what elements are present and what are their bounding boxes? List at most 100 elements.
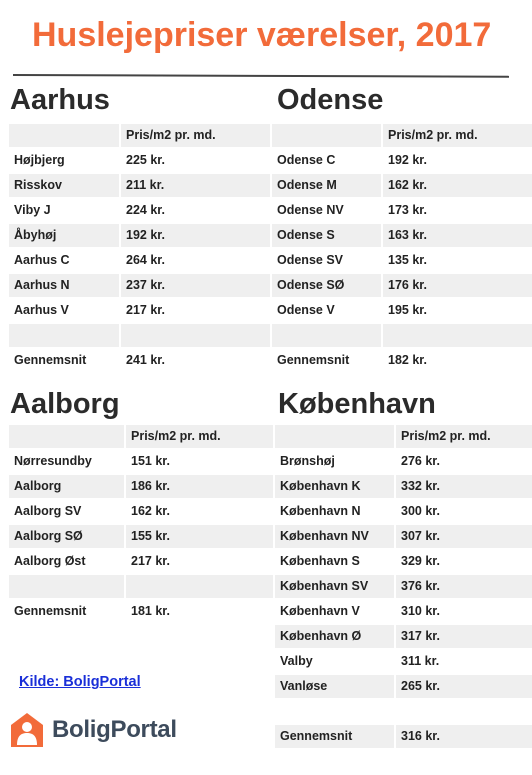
price-value (126, 575, 273, 598)
district-name: Odense V (277, 303, 335, 317)
price-value: 217 kr. (131, 554, 170, 568)
district-name: Nørresundby (14, 454, 92, 468)
price-table-aalborg: Pris/m2 pr. md. Nørresundby 151 kr. Aalborg… (9, 424, 273, 624)
price-value: 135 kr. (388, 253, 427, 267)
table-row: København NV 307 kr. (275, 524, 532, 549)
district-name: Gennemsnit (14, 353, 87, 367)
table-row: København N 300 kr. (275, 499, 532, 524)
price-value: 211 kr. (121, 174, 270, 197)
table-row: Brønshøj 276 kr. (275, 449, 532, 474)
price-value: 316 kr. (396, 725, 532, 748)
table-row: Odense M 162 kr. (272, 173, 532, 198)
table-header-row: Pris/m2 pr. md. (275, 424, 532, 449)
district-name (272, 124, 381, 147)
price-value: 182 kr. (388, 353, 427, 367)
table-row: Aarhus N 237 kr. (9, 273, 270, 298)
district-name: Risskov (9, 174, 119, 197)
city-heading-odense: Odense (277, 84, 384, 116)
table-row: Viby J 224 kr. (9, 198, 270, 223)
table-row: Odense S 163 kr. (272, 223, 532, 248)
price-value: 237 kr. (121, 274, 270, 297)
district-name: København NV (275, 525, 394, 548)
price-value: 224 kr. (126, 203, 165, 217)
table-row: Risskov 211 kr. (9, 173, 270, 198)
table-row: Odense V 195 kr. (272, 298, 532, 323)
district-name: København V (280, 604, 360, 618)
table-row: Aalborg SØ 155 kr. (9, 524, 273, 549)
district-name (275, 425, 394, 448)
price-value: Pris/m2 pr. md. (126, 425, 273, 448)
price-table-kobenhavn: Pris/m2 pr. md. Brønshøj 276 kr. København … (275, 424, 532, 749)
district-name: Gennemsnit (275, 725, 394, 748)
price-value: 311 kr. (401, 654, 440, 668)
table-row: København V 310 kr. (275, 599, 532, 624)
source-link[interactable]: Kilde: BoligPortal (19, 674, 141, 690)
district-name: Åbyhøj (9, 224, 119, 247)
district-name: København K (275, 475, 394, 498)
price-value: 173 kr. (388, 203, 427, 217)
price-value: 264 kr. (126, 253, 165, 267)
table-row: København SV 376 kr. (275, 574, 532, 599)
price-value: 276 kr. (401, 454, 440, 468)
table-header-row: Pris/m2 pr. md. (9, 123, 270, 148)
average-row: Gennemsnit 181 kr. (9, 599, 273, 624)
table-row: Aarhus V 217 kr. (9, 298, 270, 323)
page-title: Huslejepriser værelser, 2017 (32, 16, 492, 54)
price-value: 329 kr. (401, 554, 440, 568)
district-name: København S (280, 554, 360, 568)
table-row: Nørresundby 151 kr. (9, 449, 273, 474)
spacer-row (275, 699, 532, 724)
table-row: Odense SØ 176 kr. (272, 273, 532, 298)
average-row: Gennemsnit 316 kr. (275, 724, 532, 749)
spacer-row (272, 323, 532, 348)
district-name: København Ø (275, 625, 394, 648)
district-name (272, 324, 381, 347)
table-row: Odense NV 173 kr. (272, 198, 532, 223)
table-row: Højbjerg 225 kr. (9, 148, 270, 173)
price-value: 265 kr. (396, 675, 532, 698)
price-value: 332 kr. (396, 475, 532, 498)
city-heading-aarhus: Aarhus (10, 84, 110, 116)
table-row: Odense SV 135 kr. (272, 248, 532, 273)
district-name: Brønshøj (280, 454, 335, 468)
logo-text: BoligPortal (52, 716, 177, 743)
price-value: 155 kr. (126, 525, 273, 548)
price-value: 317 kr. (396, 625, 532, 648)
price-value: 307 kr. (396, 525, 532, 548)
district-name: Aalborg Øst (14, 554, 86, 568)
district-name (9, 425, 124, 448)
district-name: København N (280, 504, 361, 518)
price-value: Pris/m2 pr. md. (383, 124, 532, 147)
district-name: Odense M (272, 174, 381, 197)
price-value: 192 kr. (121, 224, 270, 247)
price-value: Pris/m2 pr. md. (396, 425, 532, 448)
price-value: 195 kr. (388, 303, 427, 317)
price-table-odense: Pris/m2 pr. md. Odense C 192 kr. Odense M 16… (272, 123, 532, 373)
table-row: Aalborg Øst 217 kr. (9, 549, 273, 574)
price-value (121, 324, 270, 347)
price-value: 376 kr. (396, 575, 532, 598)
district-name: Gennemsnit (277, 353, 350, 367)
boligportal-logo: BoligPortal (10, 710, 177, 750)
spacer-row (9, 323, 270, 348)
price-value (396, 700, 532, 723)
table-header-row: Pris/m2 pr. md. (272, 123, 532, 148)
table-row: København Ø 317 kr. (275, 624, 532, 649)
table-row: Vanløse 265 kr. (275, 674, 532, 699)
price-value: 225 kr. (126, 153, 165, 167)
table-row: Odense C 192 kr. (272, 148, 532, 173)
district-name: Vanløse (275, 675, 394, 698)
district-name: Aarhus N (9, 274, 119, 297)
price-value: 181 kr. (131, 604, 170, 618)
house-person-icon (11, 713, 43, 747)
district-name: Odense SØ (272, 274, 381, 297)
district-name (9, 124, 119, 147)
table-header-row: Pris/m2 pr. md. (9, 424, 273, 449)
district-name: Viby J (14, 203, 51, 217)
district-name (9, 575, 124, 598)
table-row: Åbyhøj 192 kr. (9, 223, 270, 248)
district-name: Odense SV (277, 253, 343, 267)
district-name: Aalborg SV (14, 504, 82, 518)
price-value: 162 kr. (383, 174, 532, 197)
price-value: 192 kr. (388, 153, 427, 167)
